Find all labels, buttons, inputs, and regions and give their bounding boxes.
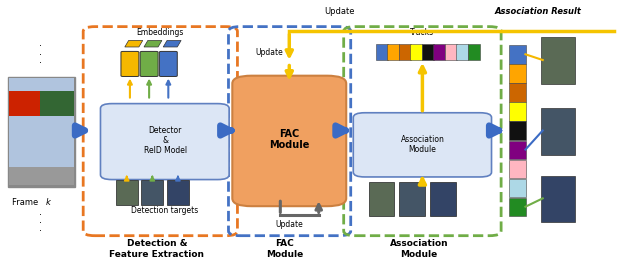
FancyBboxPatch shape	[509, 122, 526, 140]
FancyBboxPatch shape	[509, 160, 526, 179]
Polygon shape	[163, 40, 181, 47]
FancyBboxPatch shape	[410, 44, 422, 60]
FancyBboxPatch shape	[369, 182, 394, 216]
FancyBboxPatch shape	[141, 180, 163, 205]
Text: Association Result: Association Result	[494, 7, 581, 16]
FancyBboxPatch shape	[509, 140, 526, 159]
Text: FAC
Module: FAC Module	[269, 129, 310, 150]
Text: Association
Module: Association Module	[401, 135, 444, 154]
FancyBboxPatch shape	[399, 44, 411, 60]
FancyBboxPatch shape	[399, 182, 425, 216]
FancyBboxPatch shape	[422, 44, 434, 60]
FancyBboxPatch shape	[121, 51, 139, 76]
FancyBboxPatch shape	[541, 108, 575, 155]
FancyBboxPatch shape	[9, 167, 74, 185]
Text: Detector
&
ReID Model: Detector & ReID Model	[143, 126, 187, 155]
FancyBboxPatch shape	[8, 77, 75, 187]
Text: Update: Update	[275, 221, 303, 229]
FancyBboxPatch shape	[387, 44, 399, 60]
Text: Update: Update	[255, 48, 283, 57]
FancyBboxPatch shape	[509, 179, 526, 197]
FancyBboxPatch shape	[509, 198, 526, 216]
Text: FAC
Module: FAC Module	[266, 239, 303, 259]
FancyBboxPatch shape	[9, 91, 40, 116]
FancyBboxPatch shape	[9, 78, 74, 185]
FancyBboxPatch shape	[445, 44, 457, 60]
FancyBboxPatch shape	[456, 44, 468, 60]
FancyBboxPatch shape	[541, 37, 575, 84]
FancyBboxPatch shape	[509, 64, 526, 83]
Text: ·
·
·: · · ·	[40, 210, 42, 236]
Text: k: k	[46, 198, 51, 207]
FancyBboxPatch shape	[40, 91, 74, 116]
Text: Frame: Frame	[12, 198, 41, 207]
FancyBboxPatch shape	[116, 180, 138, 205]
Text: Association
Module: Association Module	[390, 239, 449, 259]
FancyBboxPatch shape	[159, 51, 177, 76]
Text: Update: Update	[324, 7, 355, 16]
FancyBboxPatch shape	[433, 44, 445, 60]
Polygon shape	[125, 40, 143, 47]
FancyBboxPatch shape	[376, 44, 388, 60]
Text: Embeddings: Embeddings	[136, 28, 184, 37]
FancyBboxPatch shape	[509, 84, 526, 102]
FancyBboxPatch shape	[509, 103, 526, 121]
FancyBboxPatch shape	[167, 180, 189, 205]
Polygon shape	[144, 40, 162, 47]
FancyBboxPatch shape	[232, 76, 346, 206]
Text: Detection &
Feature Extraction: Detection & Feature Extraction	[109, 239, 204, 259]
Text: Detection targets: Detection targets	[131, 206, 199, 215]
Text: Tracks: Tracks	[410, 28, 435, 37]
FancyBboxPatch shape	[353, 113, 492, 177]
FancyBboxPatch shape	[140, 51, 158, 76]
FancyBboxPatch shape	[541, 176, 575, 222]
FancyBboxPatch shape	[100, 104, 229, 180]
FancyBboxPatch shape	[509, 45, 526, 64]
FancyBboxPatch shape	[468, 44, 480, 60]
Text: ·
·
·: · · ·	[40, 41, 42, 68]
FancyBboxPatch shape	[430, 182, 456, 216]
